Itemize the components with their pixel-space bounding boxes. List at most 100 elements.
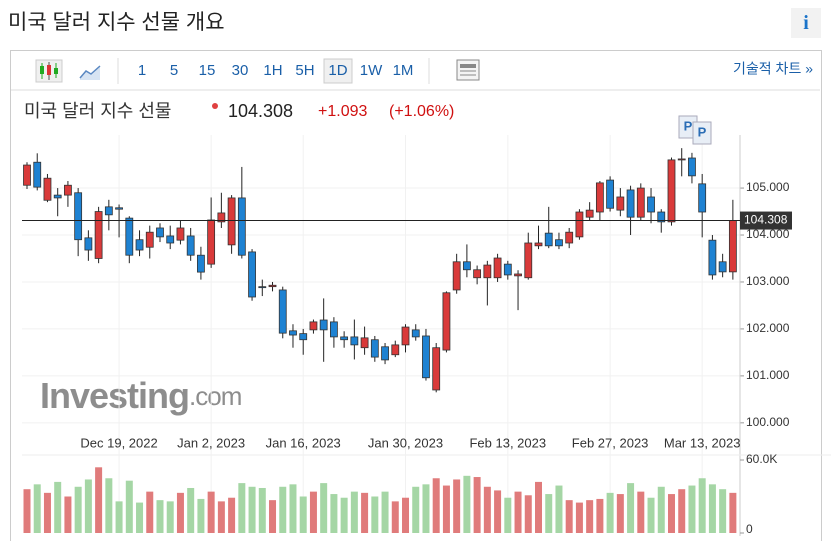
volume-bar [23, 489, 31, 533]
candle-body [135, 239, 144, 251]
volume-bar [729, 492, 737, 533]
watermark-brand: Investing [40, 375, 189, 416]
candle-body [53, 194, 62, 199]
volume-bar [289, 484, 297, 533]
y-tick-label: 105.000 [746, 180, 790, 194]
event-marker-label: P [684, 118, 693, 133]
candle-body [207, 219, 216, 265]
last-price-label: 104.308 [744, 213, 788, 227]
area-icon[interactable] [79, 65, 101, 80]
candle-body [94, 211, 103, 259]
volume-bar [248, 486, 256, 533]
candle-body [452, 261, 461, 291]
candle-icon[interactable] [35, 59, 63, 83]
candle-body [23, 164, 31, 186]
interval-button[interactable]: 5 [170, 62, 178, 79]
volume-bar [545, 494, 553, 533]
y-tick-label: 103.000 [746, 274, 790, 288]
candle-body [728, 220, 737, 273]
event-marker-label: P [698, 124, 707, 139]
candle-body [156, 227, 164, 238]
x-tick-label: Jan 16, 2023 [266, 435, 341, 450]
candle-body [329, 321, 338, 338]
volume-bar [667, 494, 675, 533]
interval-button[interactable]: 1 [138, 62, 146, 79]
candle-body [370, 339, 379, 358]
volume-bar [698, 478, 706, 533]
quote-change: +1.093 [318, 103, 367, 120]
volume-bar [688, 485, 696, 533]
info-button[interactable]: i [791, 8, 821, 38]
interval-button[interactable]: 1H [263, 62, 282, 79]
volume-bar [381, 491, 389, 533]
interval-button[interactable]: 30 [232, 62, 249, 79]
candle-body [667, 159, 676, 223]
candle-body [299, 333, 308, 341]
candle-body [43, 177, 52, 201]
volume-bar [269, 500, 277, 533]
interval-button[interactable]: 1M [393, 62, 414, 79]
candle-body [104, 206, 113, 216]
candle-body [626, 189, 635, 218]
last-price-box [740, 211, 792, 230]
volume-bar [74, 486, 82, 533]
volume-tick-label: 60.0K [746, 452, 777, 466]
candle-body [636, 187, 645, 218]
volume-bar [238, 483, 246, 533]
volume-tick-label: 0 [746, 522, 753, 536]
candle-body [84, 237, 93, 251]
candle-body [197, 254, 205, 273]
volume-bar [156, 500, 164, 533]
candle-body [145, 231, 154, 248]
candle-body [503, 263, 512, 276]
x-tick-label: Feb 27, 2023 [572, 435, 649, 450]
event-marker[interactable] [692, 121, 712, 145]
interval-button[interactable]: 1W [360, 62, 383, 79]
volume-bar [299, 496, 307, 533]
volume-bar [596, 498, 604, 533]
candle-body [544, 232, 553, 247]
volume-bar [207, 491, 215, 533]
x-tick-label: Feb 13, 2023 [469, 435, 546, 450]
volume-bar [483, 486, 491, 533]
volume-bar [719, 489, 727, 533]
candle-body [565, 231, 574, 244]
candle-body [657, 211, 666, 223]
candle-body [606, 179, 615, 209]
interval-button[interactable]: 5H [295, 62, 314, 79]
volume-bar [637, 491, 645, 533]
volume-bar [125, 480, 133, 533]
volume-bar [463, 475, 471, 533]
candle-body [677, 158, 686, 161]
interval-button[interactable]: 1D [328, 62, 347, 79]
candle-body [432, 347, 441, 391]
quote-change-percent: (+1.06%) [389, 103, 454, 120]
candle-body [401, 326, 410, 346]
volume-bar [453, 479, 461, 533]
volume-bar [535, 481, 542, 533]
candle-body [319, 319, 328, 331]
candle-body [360, 337, 369, 349]
volume-bar [708, 484, 716, 533]
candle-body [442, 292, 451, 351]
candle-body [473, 269, 482, 279]
volume-bar [555, 485, 563, 533]
volume-bar [514, 491, 522, 533]
interval-button[interactable]: 15 [199, 62, 216, 79]
candle-body [166, 235, 175, 244]
candle-body [74, 192, 83, 241]
volume-bar [494, 490, 502, 533]
candle-body [33, 161, 42, 188]
candle-body [278, 289, 287, 334]
layout-icon[interactable] [456, 59, 480, 81]
volume-bar [473, 477, 481, 533]
volume-bar [627, 483, 635, 533]
x-tick-label: Jan 30, 2023 [368, 435, 443, 450]
y-tick-label: 101.000 [746, 368, 790, 382]
technical-chart-link[interactable]: 기술적 차트 » [733, 61, 813, 77]
volume-bar [340, 497, 348, 533]
candle-body [616, 196, 625, 211]
volume-bar [54, 481, 62, 533]
